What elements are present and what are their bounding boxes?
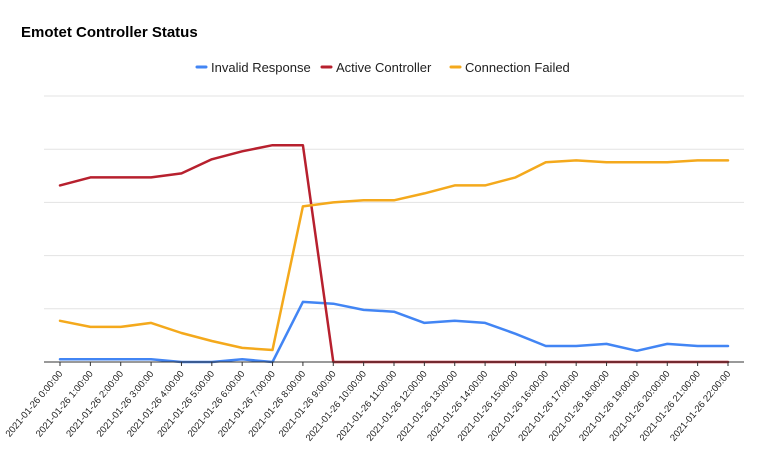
x-tick-label: 2021-01-26 4:00:00 <box>125 369 187 440</box>
x-tick-label: 2021-01-26 1:00:00 <box>34 369 96 440</box>
x-axis <box>44 361 744 366</box>
legend: Invalid Response Active Controller Connect… <box>195 60 570 75</box>
series-line-active-controller <box>58 143 730 364</box>
legend-label: Active Controller <box>336 60 432 75</box>
gridlines <box>44 95 744 310</box>
series-line-connection-failed <box>58 159 730 352</box>
chart-title: Emotet Controller Status <box>21 24 198 41</box>
x-tick-label: 2021-01-26 2:00:00 <box>64 369 126 440</box>
x-tick-label: 2021-01-26 22:00:00 <box>668 369 733 444</box>
legend-label: Connection Failed <box>465 60 570 75</box>
x-tick-label: 2021-01-26 7:00:00 <box>216 369 278 440</box>
legend-label: Invalid Response <box>211 60 311 75</box>
x-tick-label: 2021-01-26 6:00:00 <box>186 369 248 440</box>
x-tick-label: 2021-01-26 9:00:00 <box>277 369 339 440</box>
x-tick-label: 2021-01-26 0:00:00 <box>4 369 66 440</box>
x-tick-label: 2021-01-26 8:00:00 <box>246 369 308 440</box>
x-tick-label: 2021-01-26 5:00:00 <box>155 369 217 440</box>
x-tick-label: 2021-01-26 3:00:00 <box>95 369 157 440</box>
series-lines <box>58 143 730 364</box>
series-line-invalid-response <box>58 300 730 364</box>
